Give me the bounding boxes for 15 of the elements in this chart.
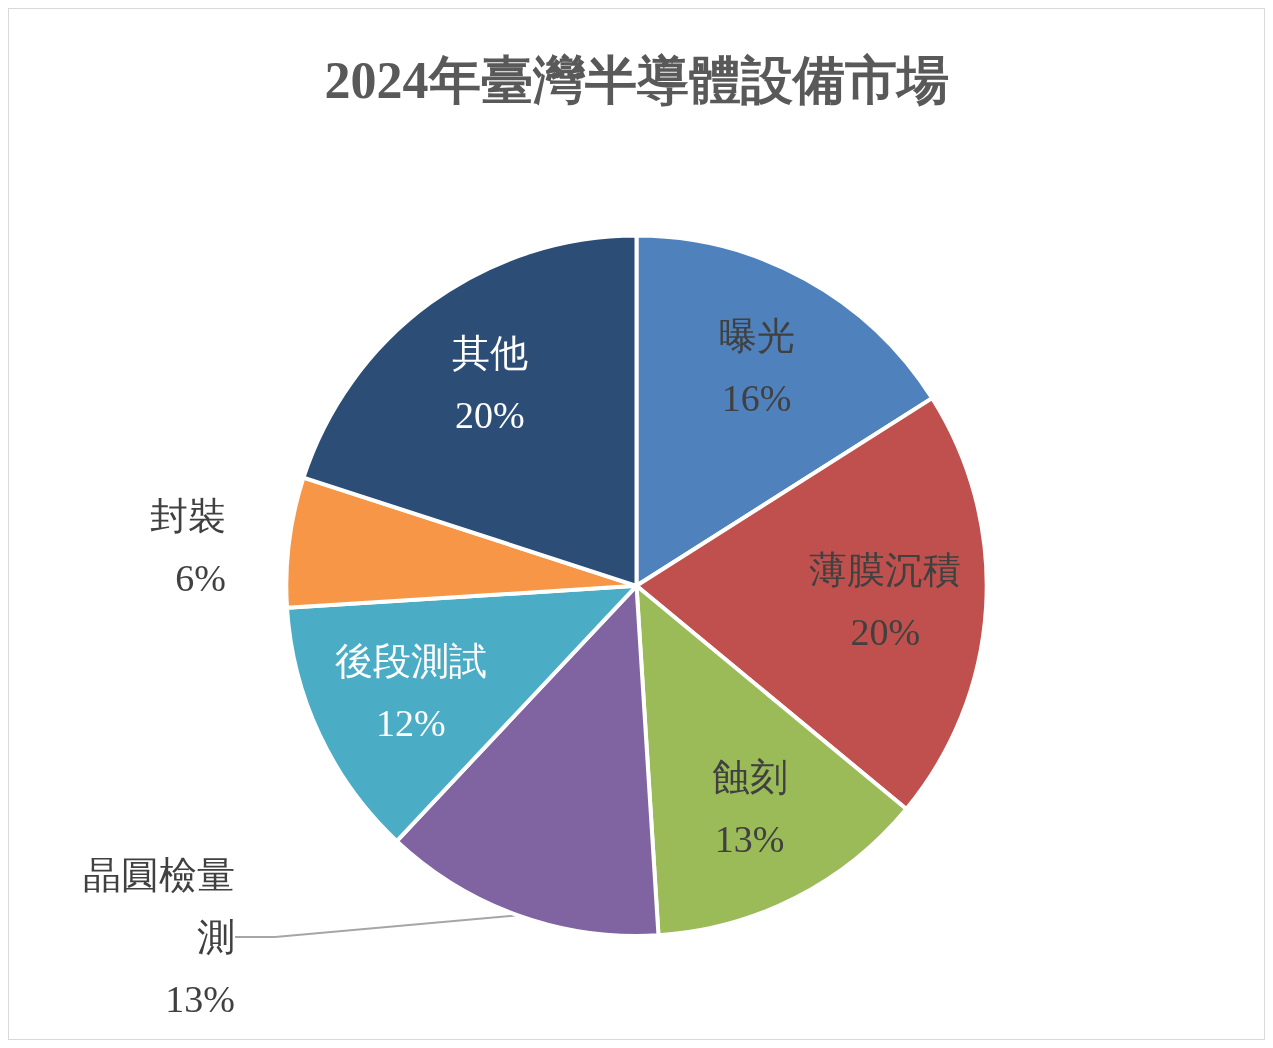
slice-label: 後段測試 — [334, 639, 487, 682]
slice-label: 晶圓檢量測 — [83, 854, 235, 958]
slice-label: 曝光 — [718, 315, 795, 358]
data-label: 16% — [721, 377, 792, 420]
data-label: 20% — [850, 611, 921, 654]
slice-label: 薄膜沉積 — [809, 549, 962, 592]
data-label: 13% — [165, 978, 235, 1020]
slice-label: 封裝 — [150, 495, 226, 537]
slice-label: 蝕刻 — [711, 755, 788, 798]
data-label: 20% — [455, 394, 525, 437]
slice-label: 其他 — [451, 332, 528, 375]
chart-title: 2024年臺灣半導體設備市場 — [324, 51, 949, 109]
data-label: 6% — [175, 557, 226, 599]
data-label: 12% — [376, 701, 446, 744]
data-label: 13% — [714, 817, 785, 860]
